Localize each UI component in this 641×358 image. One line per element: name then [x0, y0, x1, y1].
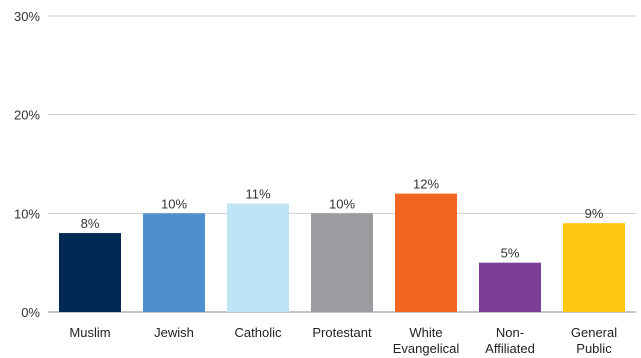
x-tick-label-line: Evangelical: [393, 341, 460, 356]
x-tick-label-line: Protestant: [312, 325, 372, 340]
bars: [59, 193, 625, 312]
x-tick-label: Non-Affiliated: [485, 325, 535, 356]
x-tick-label-line: General: [571, 325, 617, 340]
y-tick-label: 30%: [14, 9, 40, 24]
bar: [59, 233, 121, 312]
data-label: 9%: [585, 206, 604, 221]
data-label: 11%: [245, 186, 270, 201]
x-tick-label-line: Catholic: [235, 325, 282, 340]
x-tick-label-line: Muslim: [69, 325, 110, 340]
x-tick-label-line: Public: [576, 341, 612, 356]
x-tick-label: Jewish: [154, 325, 194, 340]
value-labels: 8% 10% 11% 10% 12% 5% 9%: [81, 177, 604, 261]
x-tick-label: Protestant: [312, 325, 372, 340]
x-tick-label: Muslim: [69, 325, 110, 340]
x-tick-label-line: Affiliated: [485, 341, 535, 356]
data-label: 8%: [81, 216, 100, 231]
x-axis: Muslim Jewish Catholic Protestant White Evang…: [69, 325, 617, 356]
y-tick-label: 20%: [14, 108, 40, 123]
bar: [479, 262, 541, 312]
x-tick-label: Catholic: [235, 325, 282, 340]
bar: [563, 223, 625, 312]
bar: [227, 203, 289, 312]
bar: [143, 213, 205, 312]
data-label: 12%: [413, 177, 439, 192]
bar: [311, 213, 373, 312]
bar: [395, 193, 457, 312]
x-tick-label: White Evangelical: [393, 325, 460, 356]
data-label: 10%: [329, 196, 355, 211]
x-tick-label-line: Jewish: [154, 325, 194, 340]
data-label: 5%: [501, 246, 520, 261]
y-tick-label: 10%: [14, 206, 40, 221]
y-tick-label: 0%: [21, 305, 40, 320]
x-tick-label: General Public: [571, 325, 617, 356]
y-axis: 0% 10% 20% 30%: [14, 9, 40, 320]
x-tick-label-line: Non-: [496, 325, 524, 340]
data-label: 10%: [161, 196, 187, 211]
x-tick-label-line: White: [409, 325, 442, 340]
